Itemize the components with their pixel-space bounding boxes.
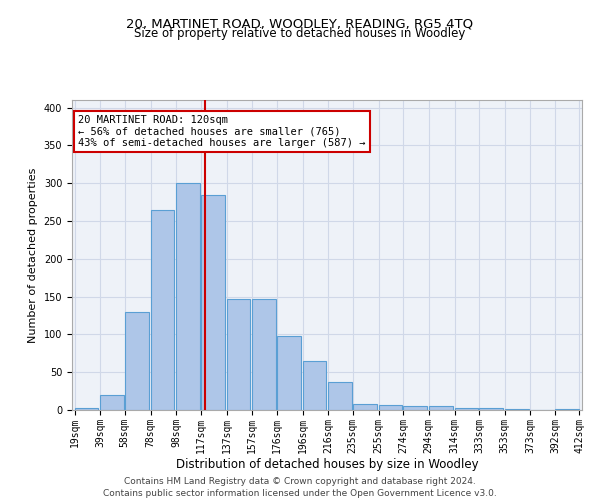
Bar bbox=[429, 406, 452, 410]
Bar bbox=[253, 299, 276, 410]
Bar bbox=[227, 299, 250, 410]
Y-axis label: Number of detached properties: Number of detached properties bbox=[28, 168, 38, 342]
Bar bbox=[455, 408, 478, 410]
Text: 20, MARTINET ROAD, WOODLEY, READING, RG5 4TQ: 20, MARTINET ROAD, WOODLEY, READING, RG5… bbox=[127, 18, 473, 30]
Bar bbox=[302, 361, 326, 410]
Bar bbox=[353, 404, 377, 410]
Bar bbox=[100, 395, 124, 410]
Bar bbox=[479, 408, 503, 410]
X-axis label: Distribution of detached houses by size in Woodley: Distribution of detached houses by size … bbox=[176, 458, 478, 471]
Bar bbox=[151, 210, 175, 410]
Text: 20 MARTINET ROAD: 120sqm
← 56% of detached houses are smaller (765)
43% of semi-: 20 MARTINET ROAD: 120sqm ← 56% of detach… bbox=[79, 115, 366, 148]
Bar bbox=[125, 312, 149, 410]
Bar bbox=[277, 336, 301, 410]
Bar bbox=[176, 183, 200, 410]
Text: Contains HM Land Registry data © Crown copyright and database right 2024.
Contai: Contains HM Land Registry data © Crown c… bbox=[103, 476, 497, 498]
Bar bbox=[201, 194, 224, 410]
Bar bbox=[505, 409, 529, 410]
Bar bbox=[555, 409, 579, 410]
Bar bbox=[379, 406, 403, 410]
Bar bbox=[74, 408, 98, 410]
Text: Size of property relative to detached houses in Woodley: Size of property relative to detached ho… bbox=[134, 28, 466, 40]
Bar bbox=[328, 382, 352, 410]
Bar bbox=[403, 406, 427, 410]
